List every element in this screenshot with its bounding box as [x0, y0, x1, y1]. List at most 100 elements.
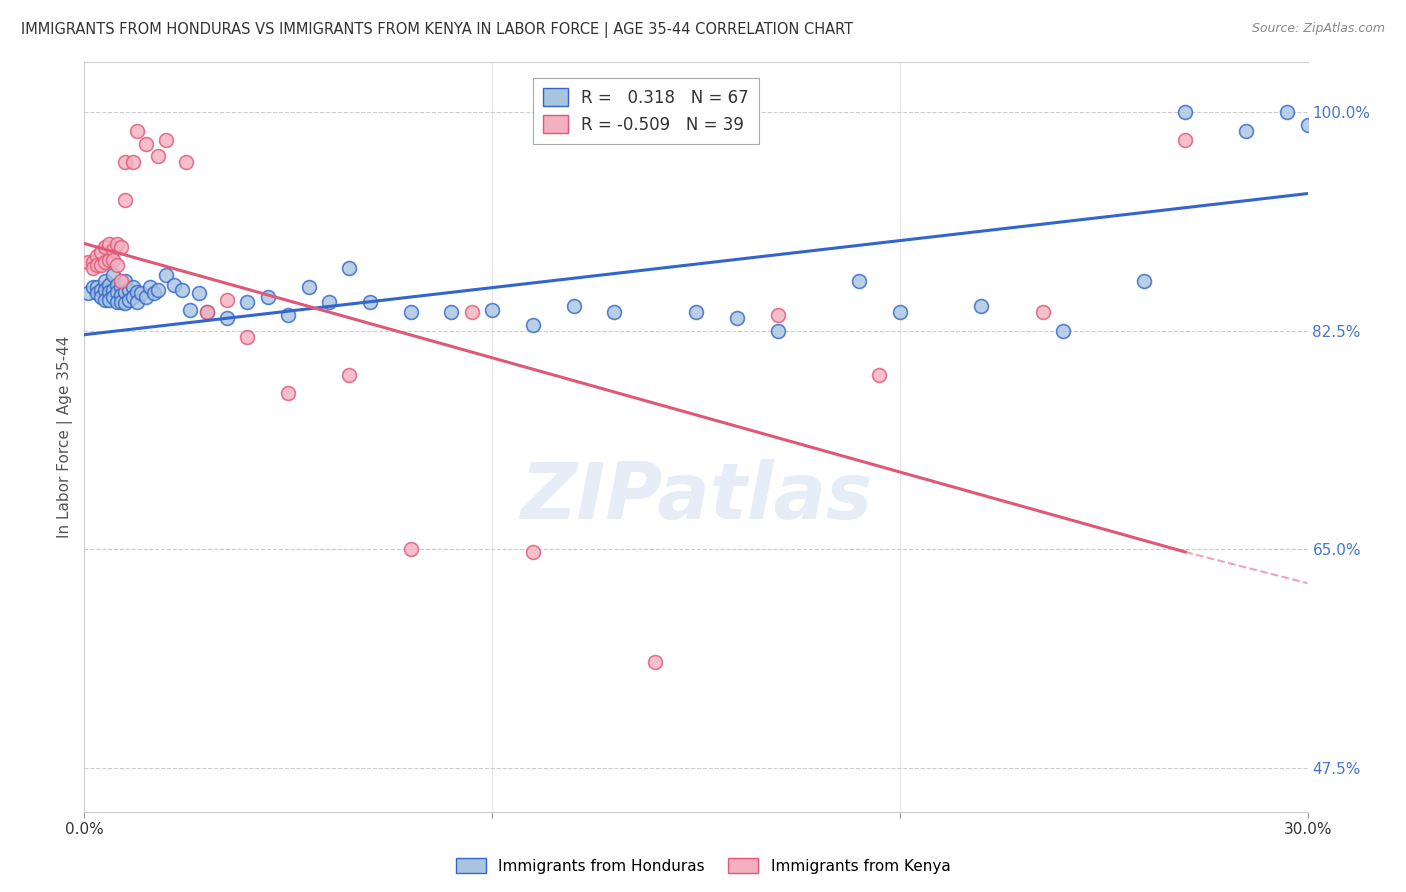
Point	[77, 286, 100, 301]
Point	[1032, 305, 1054, 319]
Point	[766, 308, 789, 322]
Point	[155, 133, 177, 147]
Point	[481, 302, 503, 317]
Point	[105, 258, 128, 272]
Point	[359, 295, 381, 310]
Text: Source: ZipAtlas.com: Source: ZipAtlas.com	[1251, 22, 1385, 36]
Point	[1174, 105, 1197, 120]
Point	[135, 136, 157, 151]
Point	[110, 240, 132, 254]
Point	[399, 305, 422, 319]
Point	[1052, 324, 1074, 338]
Point	[277, 308, 299, 322]
Point	[172, 283, 194, 297]
Point	[138, 280, 160, 294]
Point	[522, 545, 544, 559]
Point	[929, 817, 952, 831]
Point	[1133, 274, 1156, 288]
Point	[187, 286, 209, 301]
Point	[339, 368, 361, 382]
Point	[93, 293, 115, 307]
Point	[146, 283, 169, 297]
Point	[522, 318, 544, 332]
Point	[257, 290, 280, 304]
Point	[562, 299, 585, 313]
Point	[766, 324, 789, 338]
Point	[869, 368, 891, 382]
Point	[97, 277, 120, 292]
Point	[603, 305, 626, 319]
Point	[86, 280, 108, 294]
Point	[97, 285, 120, 300]
Point	[217, 311, 239, 326]
Point	[1236, 124, 1258, 138]
Point	[97, 293, 120, 307]
Point	[101, 283, 124, 297]
Point	[217, 293, 239, 307]
Point	[339, 261, 361, 276]
Point	[101, 290, 124, 304]
Point	[114, 155, 136, 169]
Point	[93, 274, 115, 288]
Point	[86, 249, 108, 263]
Point	[105, 236, 128, 251]
Point	[90, 258, 112, 272]
Point	[131, 286, 153, 301]
Point	[93, 283, 115, 297]
Point	[179, 302, 201, 317]
Point	[118, 293, 141, 307]
Point	[142, 286, 165, 301]
Point	[440, 305, 463, 319]
Point	[399, 542, 422, 557]
Point	[93, 255, 115, 269]
Point	[163, 277, 186, 292]
Point	[1296, 118, 1319, 132]
Point	[114, 274, 136, 288]
Point	[77, 255, 100, 269]
Point	[1174, 133, 1197, 147]
Point	[644, 655, 666, 669]
Legend: Immigrants from Honduras, Immigrants from Kenya: Immigrants from Honduras, Immigrants fro…	[450, 852, 956, 880]
Point	[86, 258, 108, 272]
Point	[110, 295, 132, 310]
Point	[97, 252, 120, 267]
Point	[298, 280, 321, 294]
Point	[236, 295, 259, 310]
Point	[114, 296, 136, 310]
Text: ZIPatlas: ZIPatlas	[520, 459, 872, 535]
Point	[685, 305, 707, 319]
Point	[318, 295, 340, 310]
Point	[127, 124, 149, 138]
Text: IMMIGRANTS FROM HONDURAS VS IMMIGRANTS FROM KENYA IN LABOR FORCE | AGE 35-44 COR: IMMIGRANTS FROM HONDURAS VS IMMIGRANTS F…	[21, 22, 853, 38]
Point	[93, 240, 115, 254]
Point	[90, 290, 112, 304]
Point	[122, 155, 145, 169]
Point	[82, 280, 104, 294]
Point	[105, 277, 128, 292]
Y-axis label: In Labor Force | Age 35-44: In Labor Force | Age 35-44	[58, 336, 73, 538]
Point	[848, 274, 870, 288]
Point	[105, 285, 128, 300]
Point	[110, 287, 132, 301]
Point	[155, 268, 177, 282]
Point	[236, 330, 259, 344]
Point	[82, 255, 104, 269]
Point	[101, 268, 124, 282]
Point	[122, 280, 145, 294]
Point	[277, 386, 299, 401]
Point	[90, 283, 112, 297]
Point	[118, 283, 141, 297]
Point	[105, 295, 128, 310]
Point	[1277, 105, 1299, 120]
Point	[86, 286, 108, 301]
Point	[195, 305, 218, 319]
Point	[146, 149, 169, 163]
Point	[101, 252, 124, 267]
Legend: R =   0.318   N = 67, R = -0.509   N = 39: R = 0.318 N = 67, R = -0.509 N = 39	[533, 78, 759, 144]
Point	[174, 155, 197, 169]
Point	[195, 305, 218, 319]
Point	[127, 295, 149, 310]
Point	[122, 290, 145, 304]
Point	[101, 243, 124, 257]
Point	[82, 261, 104, 276]
